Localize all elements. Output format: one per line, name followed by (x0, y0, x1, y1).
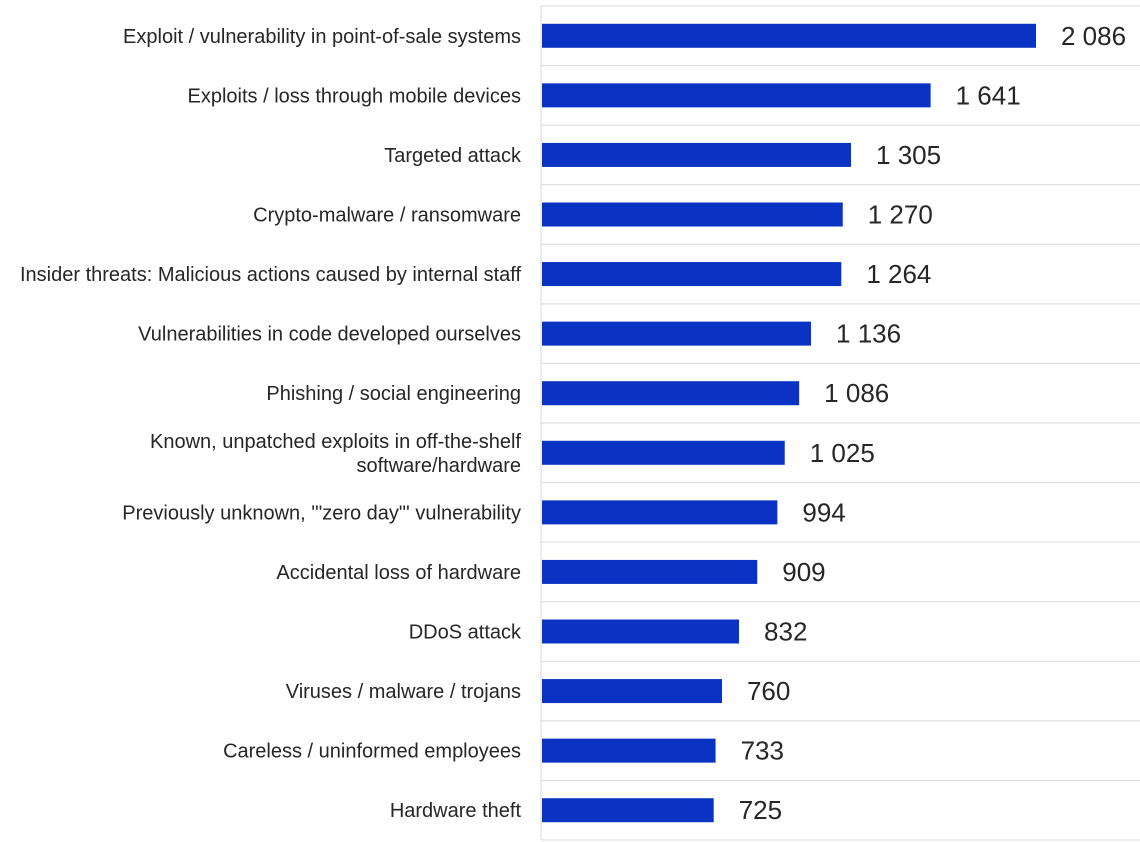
category-label: Exploits / loss through mobile devices (188, 85, 522, 107)
category-label: DDoS attack (409, 622, 522, 644)
bar (542, 381, 800, 406)
bar (542, 202, 843, 227)
value-label: 733 (741, 736, 784, 766)
bar (542, 262, 842, 287)
category-label: Accidental loss of hardware (276, 562, 521, 584)
category-label: Previously unknown, '"zero day"' vulnera… (122, 502, 521, 524)
bar (542, 142, 852, 167)
bar (542, 798, 714, 823)
category-label: Hardware theft (390, 800, 522, 822)
bar (542, 738, 716, 763)
category-label: Phishing / social engineering (266, 383, 521, 405)
value-label: 1 136 (836, 319, 901, 349)
category-label: Viruses / malware / trojans (286, 681, 521, 703)
bar (542, 679, 722, 704)
category-label: Known, unpatched exploits in off-the-she… (150, 431, 521, 477)
category-label: Exploit / vulnerability in point-of-sale… (123, 26, 521, 48)
bar (542, 619, 740, 644)
bar (542, 559, 758, 584)
value-label: 994 (802, 497, 845, 527)
value-label: 909 (782, 557, 825, 587)
value-label: 1 305 (876, 140, 941, 170)
category-label: Targeted attack (384, 145, 522, 167)
bar (542, 23, 1036, 48)
bar (542, 83, 931, 108)
bar (542, 321, 812, 346)
category-label: Crypto-malware / ransomware (253, 205, 521, 227)
value-label: 1 025 (810, 438, 875, 468)
value-label: 2 086 (1061, 21, 1126, 51)
value-label: 760 (747, 676, 790, 706)
value-label: 1 270 (868, 200, 933, 230)
value-label: 1 641 (956, 80, 1021, 110)
bar (542, 440, 785, 465)
value-label: 725 (739, 795, 782, 825)
value-label: 832 (764, 617, 807, 647)
value-label: 1 264 (866, 259, 931, 289)
category-label: Insider threats: Malicious actions cause… (20, 264, 521, 286)
category-label: Vulnerabilities in code developed oursel… (138, 324, 521, 346)
bar (542, 500, 778, 525)
value-label: 1 086 (824, 378, 889, 408)
category-label: Careless / uninformed employees (223, 741, 521, 763)
